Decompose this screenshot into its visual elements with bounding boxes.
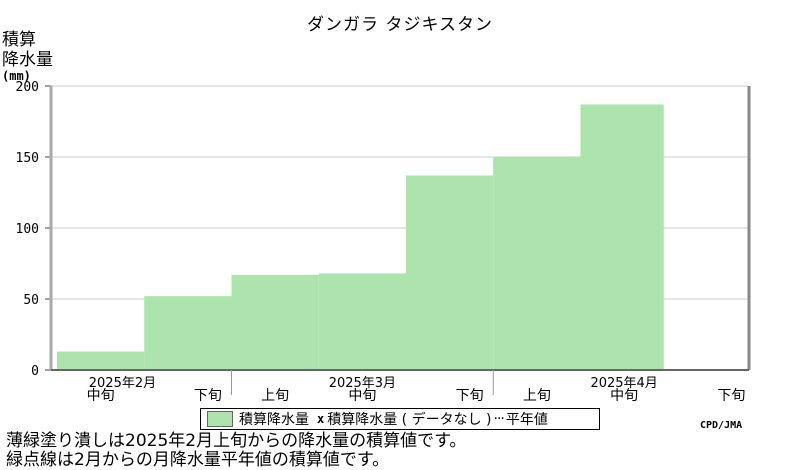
x-month-label-0: 2025年2月 [89, 376, 156, 391]
x-dekad-label-0: 中旬 [87, 388, 115, 404]
x-dekad-label-7: 下旬 [717, 388, 745, 404]
y-tick-label-200: 200 [16, 80, 39, 95]
legend-label-normal: 平年値 [505, 412, 548, 428]
x-dekad-label-1: 下旬 [194, 388, 222, 404]
legend-missing-marker: x [317, 412, 325, 426]
bar-3 [318, 273, 406, 370]
x-dekad-label-3: 中旬 [348, 388, 376, 404]
y-tick-label-100: 100 [16, 222, 39, 237]
footnote-fill: 薄緑塗り潰しは2025年2月上旬からの降水量の積算値です。 [6, 431, 467, 451]
legend-label-missing: 積算降水量 ( データなし ) [327, 412, 492, 428]
bar-2 [231, 274, 319, 370]
credit-label: CPD/JMA [700, 420, 743, 431]
y-axis-label-line1: 積算 [2, 30, 36, 50]
y-axis-unit: (mm) [2, 69, 31, 83]
legend-swatch-observed [207, 411, 233, 427]
x-dekad-label-6: 中旬 [610, 388, 638, 404]
bar-6 [580, 104, 664, 371]
x-month-label-2: 2025年4月 [590, 376, 657, 391]
y-tick-label-0: 0 [31, 364, 39, 379]
bar-5 [493, 157, 581, 370]
y-axis-label-line2: 降水量 [2, 50, 53, 70]
legend-normal-dots: ··· [493, 411, 505, 427]
x-dekad-label-4: 下旬 [456, 388, 484, 404]
bar-0 [57, 351, 145, 370]
precipitation-chart: 0 50 100 150 200 中旬 下旬 上旬 中旬 下旬 上旬 中旬 下旬 2025年2月 2025年… [16, 80, 751, 404]
legend: 積算降水量 x 積算降水量 ( データなし ) ··· 平年値 [200, 408, 600, 430]
x-month-label-1: 2025年3月 [329, 376, 396, 391]
y-tick-label-150: 150 [16, 151, 39, 166]
x-dekad-label-2: 上旬 [261, 388, 289, 404]
legend-label-observed: 積算降水量 [239, 412, 309, 428]
bar-4 [406, 175, 494, 370]
footnote-dotted: 緑点線は2月からの月降水量平年値の積算値です。 [6, 450, 390, 470]
bar-1 [144, 296, 232, 370]
chart-title: ダンガラ タジキスタン [307, 15, 493, 35]
x-dekad-label-5: 上旬 [523, 388, 551, 404]
y-tick-label-50: 50 [23, 293, 39, 308]
